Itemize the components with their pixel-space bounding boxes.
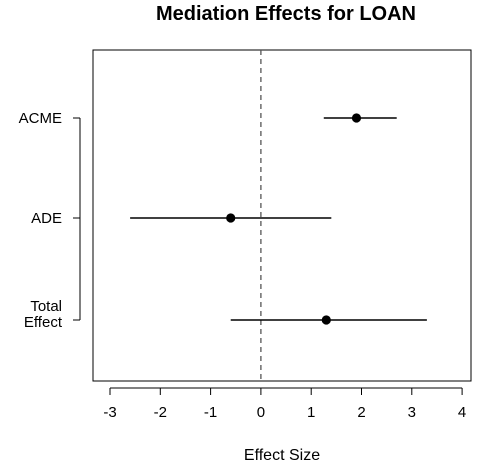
x-axis-ticks: -3 -2 -1 0 1 2 3 4 [103, 388, 466, 421]
x-tick-label: 3 [408, 404, 416, 421]
x-tick-label: 1 [307, 404, 315, 421]
x-axis-label: Effect Size [244, 447, 320, 464]
chart-title: Mediation Effects for LOAN [156, 3, 416, 25]
x-tick-label: -3 [103, 404, 116, 421]
effect-estimates [130, 113, 427, 325]
point-estimate [321, 315, 331, 325]
point-estimate [351, 113, 362, 123]
plot-frame [92, 49, 472, 382]
x-tick-label: -2 [154, 404, 167, 421]
category-label: Effect [24, 314, 63, 331]
x-tick-label: 0 [257, 404, 265, 421]
point-estimate [226, 213, 236, 223]
category-label: ACME [19, 110, 62, 127]
category-label: Total [30, 298, 62, 315]
x-tick-label: 2 [357, 404, 365, 421]
x-tick-label: -1 [204, 404, 217, 421]
category-label: ADE [31, 210, 62, 227]
x-tick-label: 4 [458, 404, 466, 421]
